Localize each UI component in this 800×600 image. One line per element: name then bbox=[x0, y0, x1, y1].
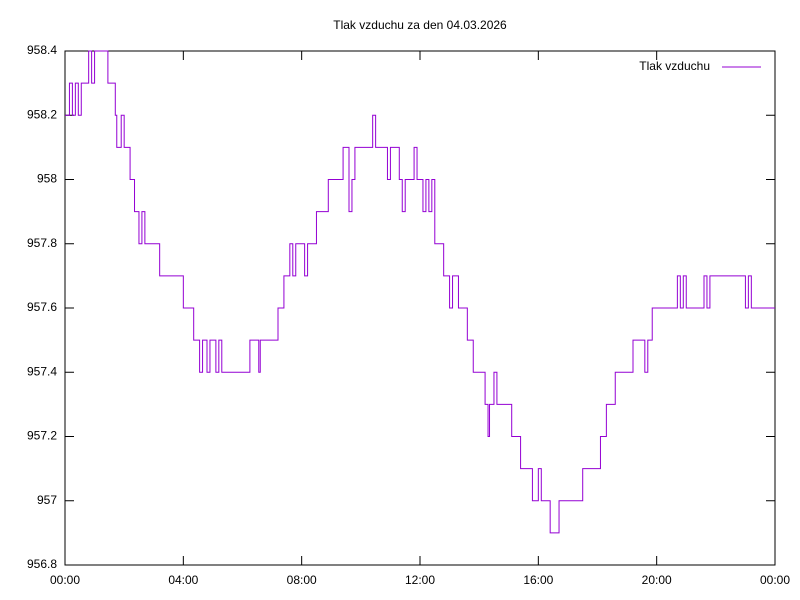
x-tick-label: 12:00 bbox=[405, 573, 435, 587]
data-line bbox=[65, 50, 775, 534]
x-tick-label: 00:00 bbox=[50, 573, 80, 587]
x-tick-label: 20:00 bbox=[642, 573, 672, 587]
y-tick-label: 958.2 bbox=[27, 107, 57, 121]
y-tick-label: 957.2 bbox=[27, 429, 57, 443]
x-tick-label: 04:00 bbox=[168, 573, 198, 587]
y-tick-label: 957.4 bbox=[27, 364, 57, 378]
y-tick-label: 957 bbox=[37, 493, 57, 507]
x-tick-label: 16:00 bbox=[523, 573, 553, 587]
y-tick-label: 957.8 bbox=[27, 236, 57, 250]
chart-title: Tlak vzduchu za den 04.03.2026 bbox=[333, 18, 507, 32]
x-tick-label: 00:00 bbox=[760, 573, 790, 587]
legend-label: Tlak vzduchu bbox=[639, 59, 710, 73]
x-tick-label: 08:00 bbox=[287, 573, 317, 587]
y-tick-label: 956.8 bbox=[27, 557, 57, 571]
y-tick-label: 957.6 bbox=[27, 300, 57, 314]
y-tick-label: 958 bbox=[37, 172, 57, 186]
y-tick-label: 958.4 bbox=[27, 43, 57, 57]
